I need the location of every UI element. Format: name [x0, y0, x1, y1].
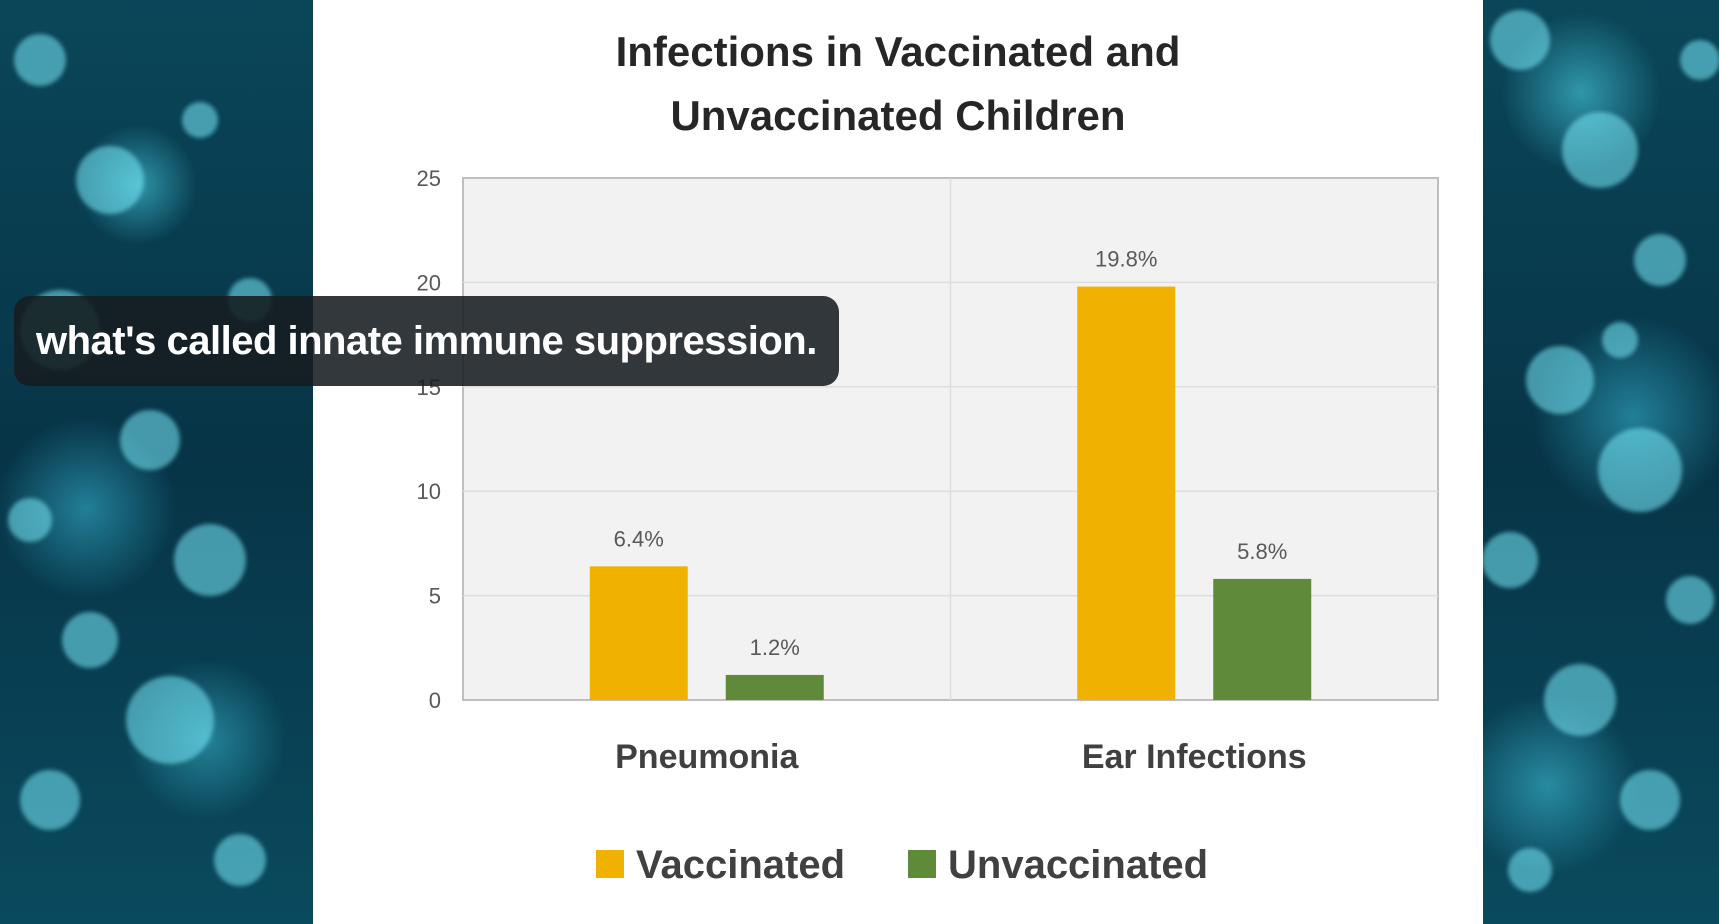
bar-vaccinated-ear-infections [1077, 286, 1176, 700]
y-tick-label: 0 [429, 688, 441, 713]
y-tick-label: 20 [417, 270, 441, 295]
bar-chart: Infections in Vaccinated and Unvaccinated… [417, 28, 1439, 887]
bokeh-dot [1544, 664, 1616, 736]
bokeh-dot [62, 612, 118, 668]
data-label: 19.8% [1095, 247, 1157, 272]
bokeh-dot [182, 102, 218, 138]
bokeh-dot [214, 834, 266, 886]
bokeh-dot [1482, 532, 1538, 588]
bokeh-dot [14, 34, 66, 86]
x-category-label: Ear Infections [1082, 738, 1307, 776]
bokeh-dot [1602, 322, 1638, 358]
chart-title-line: Unvaccinated Children [670, 92, 1125, 139]
bokeh-dot [126, 676, 214, 764]
data-label: 6.4% [614, 526, 664, 551]
legend-swatch [596, 850, 624, 878]
chart-title-line: Infections in Vaccinated and [616, 28, 1181, 75]
subtitle-caption: what's called innate immune suppression. [14, 296, 839, 386]
bokeh-dot [1598, 428, 1682, 512]
legend-label: Vaccinated [636, 843, 845, 887]
data-label: 5.8% [1237, 539, 1287, 564]
bokeh-dot [1490, 10, 1550, 70]
bokeh-dot [120, 410, 180, 470]
bokeh-dot [1680, 40, 1719, 80]
legend-swatch [908, 850, 936, 878]
bar-unvaccinated-ear-infections [1213, 578, 1312, 700]
bar-vaccinated-pneumonia [589, 566, 688, 700]
y-tick-label: 5 [429, 584, 441, 609]
bar-unvaccinated-pneumonia [725, 674, 824, 700]
bokeh-dot [174, 524, 246, 596]
y-tick-label: 25 [417, 166, 441, 191]
x-category-label: Pneumonia [615, 738, 799, 776]
data-label: 1.2% [750, 635, 800, 660]
bokeh-dot [1562, 112, 1638, 188]
bokeh-dot [1666, 576, 1714, 624]
legend-label: Unvaccinated [948, 843, 1208, 887]
bokeh-dot [20, 770, 80, 830]
bokeh-dot [1526, 346, 1594, 414]
bokeh-dot [1620, 770, 1680, 830]
bokeh-dot [1508, 848, 1552, 892]
y-tick-label: 10 [417, 479, 441, 504]
bokeh-dot [76, 146, 144, 214]
bokeh-dot [1634, 234, 1686, 286]
bokeh-dot [8, 498, 52, 542]
chart-slide: Infections in Vaccinated and Unvaccinated… [313, 0, 1483, 924]
